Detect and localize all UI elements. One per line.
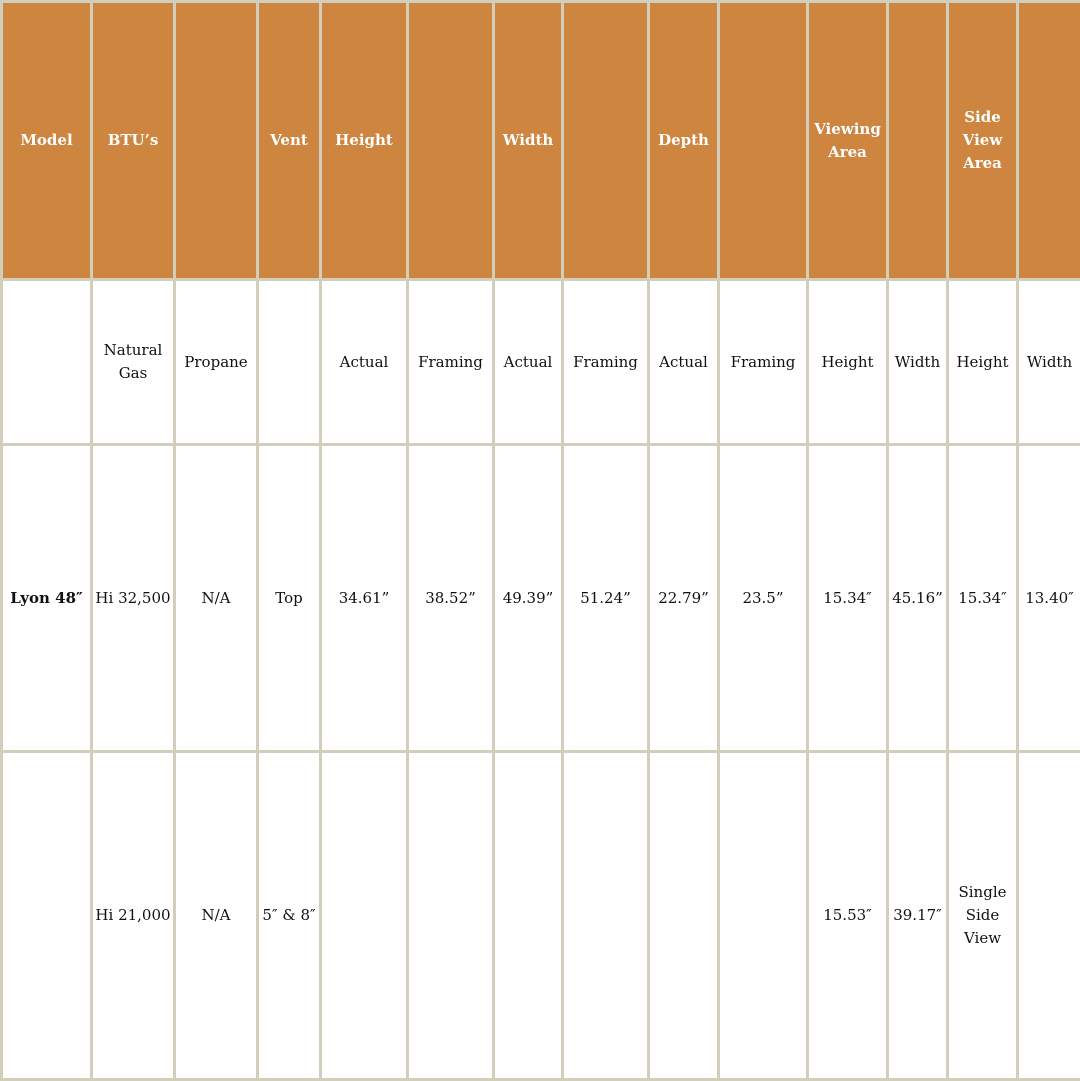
table-cell — [321, 752, 408, 1080]
table-cell: 45.16” — [888, 445, 948, 752]
table-cell — [2, 280, 92, 445]
header-cell: Width — [494, 2, 563, 280]
header-cell: BTU’s — [92, 2, 175, 280]
table-cell: 15.34″ — [948, 445, 1018, 752]
table-cell: Framing — [563, 280, 649, 445]
table-cell: 15.34″ — [808, 445, 888, 752]
table-cell: 38.52” — [408, 445, 494, 752]
header-cell: Model — [2, 2, 92, 280]
table-cell: 5″ & 8″ — [258, 752, 321, 1080]
table-cell: Propane — [175, 280, 258, 445]
table-cell: N/A — [175, 752, 258, 1080]
table-cell: 13.40″ — [1018, 445, 1080, 752]
table-cell: 51.24” — [563, 445, 649, 752]
table-cell: 39.17″ — [888, 752, 948, 1080]
table-cell: 49.39” — [494, 445, 563, 752]
table-cell — [1018, 752, 1080, 1080]
header-cell: Height — [321, 2, 408, 280]
table-cell: Width — [1018, 280, 1080, 445]
table-cell: N/A — [175, 445, 258, 752]
header-cell — [888, 2, 948, 280]
table-cell — [258, 280, 321, 445]
table-cell — [494, 752, 563, 1080]
table-cell: Hi 21,000 — [92, 752, 175, 1080]
table-cell — [408, 752, 494, 1080]
table-cell: Actual — [321, 280, 408, 445]
table-cell: Actual — [494, 280, 563, 445]
table-cell — [2, 752, 92, 1080]
table-cell: Top — [258, 445, 321, 752]
table-cell: 34.61” — [321, 445, 408, 752]
table-cell: Framing — [408, 280, 494, 445]
table-cell: 22.79” — [649, 445, 719, 752]
table-cell: 23.5” — [719, 445, 808, 752]
header-cell: Vent — [258, 2, 321, 280]
table-cell: Width — [888, 280, 948, 445]
header-cell: Viewing Area — [808, 2, 888, 280]
table-cell: Actual — [649, 280, 719, 445]
table-cell: Framing — [719, 280, 808, 445]
header-cell — [175, 2, 258, 280]
table-cell: Single Side View — [948, 752, 1018, 1080]
table-cell — [719, 752, 808, 1080]
header-cell — [719, 2, 808, 280]
table-cell: 15.53″ — [808, 752, 888, 1080]
header-cell: Side View Area — [948, 2, 1018, 280]
table-cell: Lyon 48″ — [2, 445, 92, 752]
table-cell: Height — [948, 280, 1018, 445]
table-cell: Natural Gas — [92, 280, 175, 445]
table-cell — [563, 752, 649, 1080]
header-cell — [563, 2, 649, 280]
table-cell — [649, 752, 719, 1080]
header-cell — [408, 2, 494, 280]
header-cell — [1018, 2, 1080, 280]
table-cell: Hi 32,500 — [92, 445, 175, 752]
header-cell: Depth — [649, 2, 719, 280]
table-cell: Height — [808, 280, 888, 445]
